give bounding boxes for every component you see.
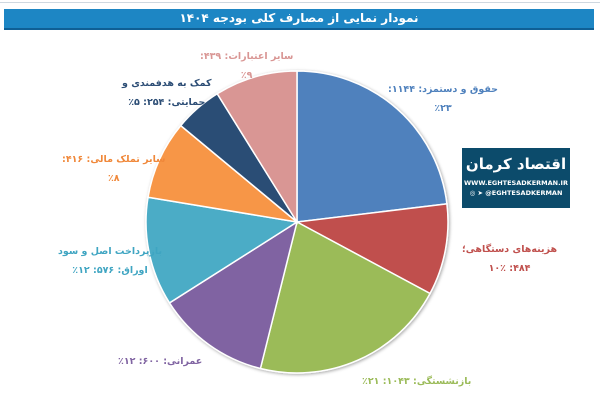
pie-slice-0	[296, 70, 448, 223]
logo-social: ◎ ➤ @EGHTESADKERMAN	[462, 188, 570, 198]
chart-title: نمودار نمایی از مصارف کلی بودجه ۱۴۰۴	[4, 9, 594, 30]
label-bond-repayment: بازپرداخت اصل و سود اوراق: ۵۷۶: ۱۲٪	[58, 246, 163, 276]
label-subsidy: کمک به هدفمندی و حمایتی: ۲۵۴: ۵٪	[122, 78, 212, 108]
pie-slice-3	[168, 220, 299, 370]
pie-slice-4	[145, 196, 300, 304]
label-pension: بازنشستگی: ۱۰۴۳: ۲۱٪	[362, 376, 472, 387]
logo-url: WWW.EGHTESADKERMAN.IR	[464, 179, 568, 187]
telegram-icon: ➤	[477, 189, 483, 197]
top-divider	[0, 2, 600, 3]
instagram-icon: ◎	[469, 189, 476, 197]
label-operating-costs: هزینه‌های دستگاهی؛ ۴۸۴: ۱۰٪	[462, 244, 558, 274]
label-salaries: حقوق و دستمزد: ۱۱۴۴: ٪۲۳	[388, 84, 499, 114]
label-other-credits: سایر اعتبارات: ۴۳۹: ٪۹	[200, 51, 294, 81]
eghtesad-kerman-logo: اقتصاد کرمان WWW.EGHTESADKERMAN.IR ◎ ➤ @…	[462, 148, 570, 208]
pie-slice-1	[294, 203, 449, 295]
label-financial-assets: سایر تملک مالی: ۴۱۶: ٪۸	[62, 154, 166, 184]
logo-wordmark: اقتصاد کرمان	[465, 155, 567, 173]
label-development: عمرانی: ۶۰۰: ۱۲٪	[118, 356, 203, 367]
pie-slice-2	[259, 220, 432, 374]
logo-handle: @EGHTESADKERMAN	[485, 189, 563, 197]
pie-slice-7	[216, 70, 298, 225]
